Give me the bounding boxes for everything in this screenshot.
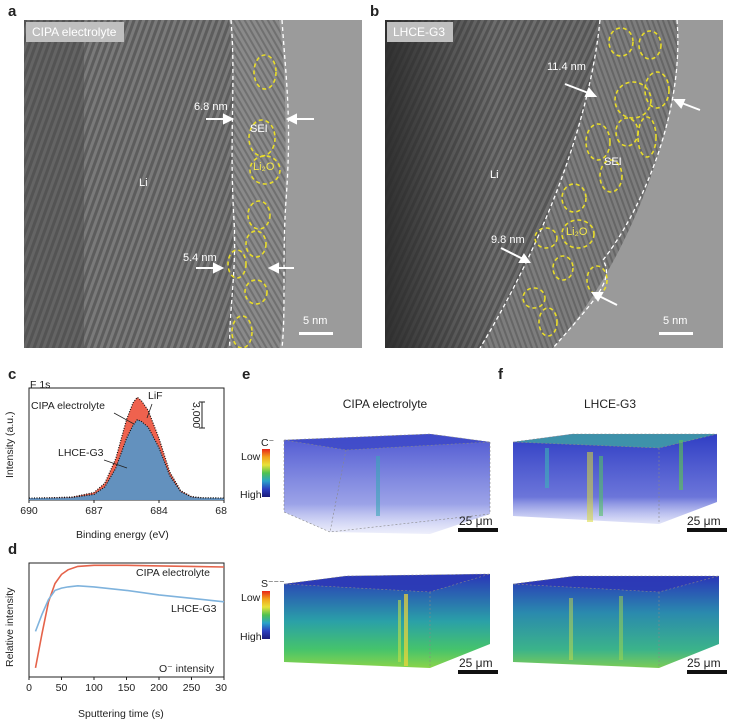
tof-legend-cipa: CIPA electrolyte [136,567,210,579]
tof-line-cipa [34,564,225,669]
thickness-a2: 5.4 nm [183,252,217,264]
tof-volume-f-top [512,433,727,532]
label-li2o-a: Li₂O [253,161,275,173]
colorbar-high-top: High [240,489,262,501]
tof-ylabel: Relative intensity [4,587,16,667]
tof-volume-f-bottom [512,575,727,674]
tem-image-lhce: LHCE-G3 Li SEI Li₂O 11.4 nm 9.8 nm 5 nm [385,20,723,348]
xps-f1s-plot: 690 687 684 681 [20,387,233,517]
scalebar-label-a: 5 nm [303,315,328,327]
xps-leader-lhce [103,459,128,469]
tof-legend-lhce: LHCE-G3 [171,603,217,615]
tof-xlabel: Sputtering time (s) [78,708,164,720]
scale-e-bottom: 25 μm [459,656,493,670]
panel-d-letter: d [8,541,18,558]
xps-points-cipa [28,396,225,499]
panel-b-tag: LHCE-G3 [387,22,454,42]
xps-xlabel: Binding energy (eV) [76,529,169,541]
tof-line-lhce [34,584,225,632]
ion-label-c: C⁻ [261,437,275,449]
tof-note: O⁻ intensity [159,663,215,675]
xps-xtick-label: 681 [215,505,227,517]
xps-ylabel: Intensity (a.u.) [4,411,16,478]
xps-points-lhce [28,418,225,499]
xps-xtick-label: 687 [85,505,103,517]
tof-xtick-label: 200 [150,682,168,694]
label-li2o-b: Li₂O [566,226,588,238]
thickness-b2: 9.8 nm [491,234,525,246]
xps-chart: 690 687 684 681 F 1s CIPA electrolyte LHCE-… [2,379,233,545]
thickness-a1: 6.8 nm [194,101,228,113]
panel-f-letter: f [498,366,503,383]
tof-xtick-label: 300 [215,682,227,694]
tof-xtick-label: 150 [118,682,136,694]
xps-xtick-label: 690 [20,505,38,517]
tof-xtick-label: 0 [26,682,32,694]
xps-title: F 1s [30,379,51,391]
label-li-b: Li [490,169,499,181]
panel-e-title: CIPA electrolyte [342,397,428,411]
tof-depth-plot: 0 50 100 150 200 250 300 [26,562,233,694]
tof-volume-e-bottom [283,573,498,674]
thickness-b1: 11.4 nm [547,61,586,73]
panel-f-title: LHCE-G3 [583,397,636,411]
ion-label-s: S⁻⁻⁻ [261,578,285,590]
xps-legend-lhce: LHCE-G3 [58,447,104,459]
tof-xtick-label: 250 [183,682,201,694]
tem-image-cipa: CIPA electrolyte Li SEI Li₂O 6.8 nm 5.4 … [24,20,362,348]
tof-volume-e-top [283,433,498,534]
xps-peak-label: LiF [148,390,163,402]
scalebar-label-b: 5 nm [663,315,688,327]
xps-scalebar-label: 3,000 [190,402,202,429]
colorbar-low-top: Low [241,451,261,463]
colorbar-top [262,449,270,497]
colorbar-low-bottom: Low [241,592,261,604]
xps-leader-lif [146,403,153,419]
xps-leader-cipa [113,412,135,425]
panel-a-tag: CIPA electrolyte [26,22,125,42]
tof-xtick-label: 50 [56,682,68,694]
scale-e-top: 25 μm [459,514,493,528]
scale-f-bottom: 25 μm [687,656,721,670]
panel-a-letter: a [8,3,17,20]
tem-micrograph-lhce [385,20,723,348]
scale-f-top: 25 μm [687,514,721,528]
xps-area-lhce [29,419,224,500]
xps-xtick-label: 684 [150,505,168,517]
tof-xtick-label: 100 [85,682,103,694]
panel-b-letter: b [370,3,380,20]
colorbar-high-bottom: High [240,631,262,643]
colorbar-bottom [262,591,270,639]
label-sei-b: SEI [604,156,622,168]
tof-chart: 0 50 100 150 200 250 300 CIPA electrolyte LHCE… [2,555,233,723]
label-li-a: Li [139,177,148,189]
panel-c-letter: c [8,366,17,383]
label-sei-a: SEI [250,123,268,135]
xps-legend-cipa: CIPA electrolyte [31,400,105,412]
tem-micrograph-cipa [24,20,362,348]
panel-e-letter: e [242,366,251,383]
